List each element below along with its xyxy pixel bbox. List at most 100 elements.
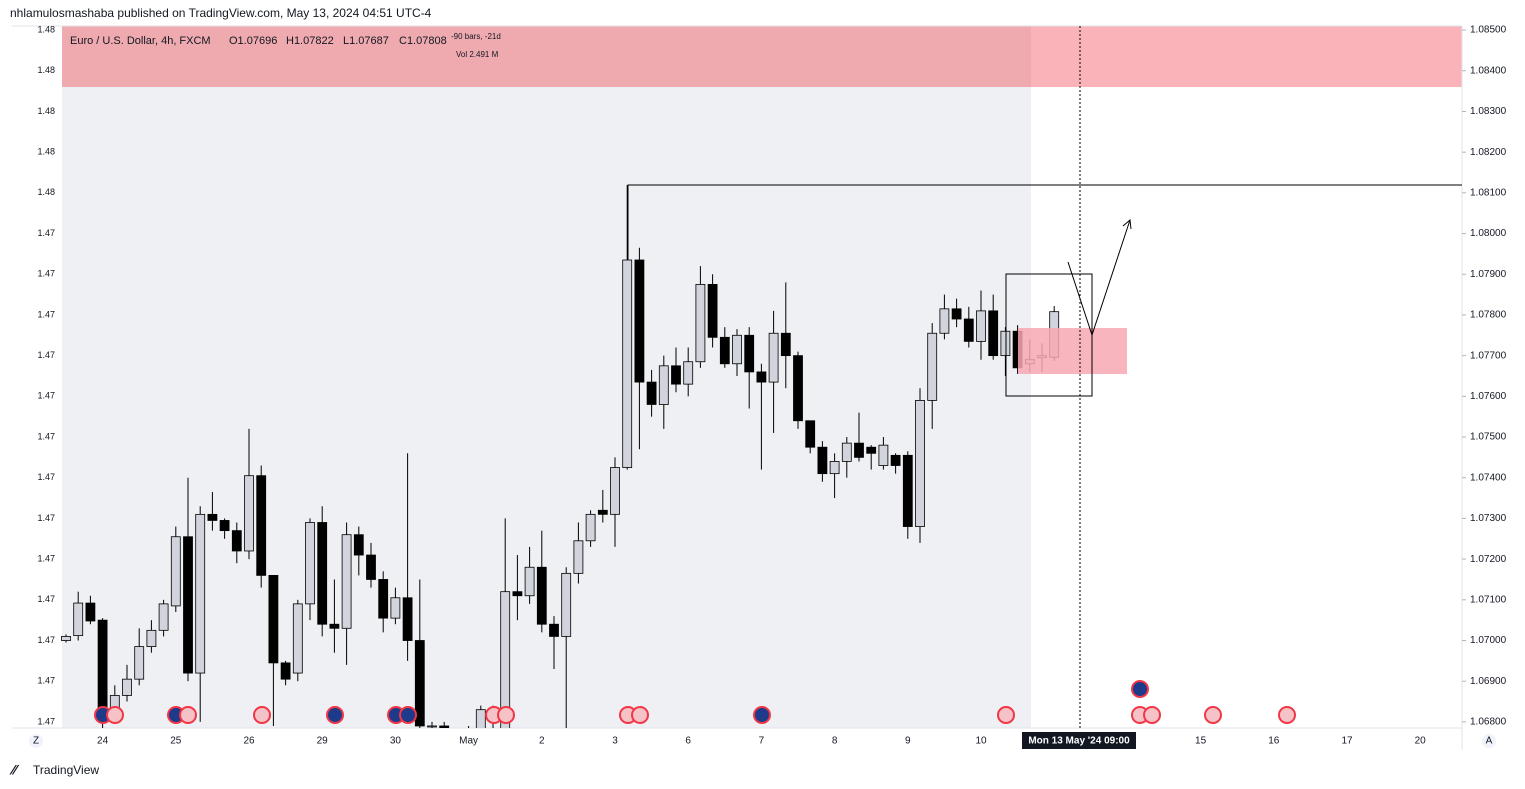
candle-body (427, 725, 437, 728)
candle-body (85, 602, 96, 622)
eu-event[interactable] (399, 706, 417, 724)
volume-text: Vol 2.491 M (456, 50, 499, 59)
auto-button[interactable] (1482, 734, 1496, 748)
y-tick-label: 1.07600 (1470, 391, 1507, 402)
us-event[interactable] (1143, 706, 1161, 724)
candle-body (231, 530, 242, 552)
left-axis-label: 1.47 (37, 676, 55, 686)
bars-note: -90 bars, -21d (451, 32, 501, 41)
candle-body (158, 603, 169, 631)
us-event[interactable] (179, 706, 197, 724)
brand: TradingView (33, 763, 99, 777)
candle-body (585, 513, 596, 542)
candle-body (963, 318, 974, 342)
left-axis-label: 1.48 (37, 106, 55, 116)
candle-body (561, 572, 572, 637)
x-tick-label: 17 (1341, 736, 1353, 747)
zoom-button[interactable] (29, 734, 43, 748)
x-tick-label: 6 (685, 736, 691, 747)
left-axis-label: 1.48 (37, 24, 55, 34)
us-event[interactable] (1278, 706, 1296, 724)
us-event[interactable] (106, 706, 124, 724)
y-tick-label: 1.07900 (1470, 269, 1507, 280)
x-tick-label: 10 (975, 736, 987, 747)
auto-label[interactable]: A (1486, 736, 1493, 747)
candle-body (707, 284, 718, 338)
candle-body (549, 623, 559, 637)
y-tick-label: 1.08000 (1470, 228, 1507, 239)
candle-body (97, 619, 108, 711)
candle-body (183, 536, 193, 674)
candle-body (658, 365, 669, 405)
candle-body (622, 259, 633, 468)
left-axis-label: 1.47 (37, 228, 55, 238)
left-axis-label: 1.47 (37, 391, 55, 401)
x-tick-label: 15 (1195, 736, 1207, 747)
open-text: O1.07696 (229, 35, 277, 47)
left-axis-label: 1.47 (37, 513, 55, 523)
candle-body (902, 454, 913, 527)
left-axis-label: 1.47 (37, 716, 55, 726)
candle-body (597, 509, 608, 515)
candle-body (280, 662, 291, 680)
y-tick-label: 1.08400 (1470, 65, 1507, 76)
candle-body (256, 475, 267, 576)
us-event[interactable] (631, 706, 649, 724)
x-tick-label: 30 (390, 736, 402, 747)
candle-body (671, 365, 681, 385)
candle-body (805, 420, 816, 448)
crosshair-label: Mon 13 May '24 09:00 (1028, 736, 1130, 747)
y-tick-label: 1.07800 (1470, 310, 1507, 321)
candle-body (366, 554, 376, 580)
eu-event[interactable] (1131, 680, 1149, 698)
candle-body (951, 308, 962, 320)
x-tick-label: 16 (1268, 736, 1280, 747)
candle-body (719, 336, 730, 365)
candle-body (73, 602, 84, 637)
candle-body (634, 259, 645, 383)
candle-body (927, 332, 938, 401)
eu-event[interactable] (753, 706, 771, 724)
candle-body (524, 566, 535, 597)
us-event[interactable] (253, 706, 271, 724)
projection-path (1067, 219, 1131, 337)
eu-event[interactable] (326, 706, 344, 724)
us-event[interactable] (497, 706, 515, 724)
left-axis-label: 1.47 (37, 350, 55, 360)
candle-body (122, 678, 132, 696)
y-tick-label: 1.07200 (1470, 554, 1507, 565)
left-axis-label: 1.47 (37, 472, 55, 482)
candle-body (500, 591, 511, 728)
x-tick-label: May (459, 736, 478, 747)
candle-body (244, 475, 254, 552)
y-tick-label: 1.06900 (1470, 676, 1507, 687)
left-axis-label: 1.48 (37, 147, 55, 157)
candle-body (170, 536, 181, 607)
candle-body (988, 310, 999, 357)
candle-body (732, 334, 742, 365)
high-text: H1.07822 (286, 35, 334, 47)
us-event[interactable] (1204, 706, 1222, 724)
zoom-label[interactable]: Z (33, 736, 39, 747)
left-axis-label: 1.47 (37, 431, 55, 441)
x-tick-label: 8 (832, 736, 838, 747)
candle-body (61, 636, 71, 641)
us-event[interactable] (997, 706, 1015, 724)
low-text: L1.07687 (343, 35, 389, 47)
left-axis-label: 1.47 (37, 635, 55, 645)
y-tick-label: 1.07100 (1470, 594, 1507, 605)
demand-zone (1018, 328, 1127, 374)
left-axis-label: 1.47 (37, 309, 55, 319)
candle-body (1000, 330, 1011, 357)
candle-body (793, 355, 803, 422)
left-axis-label: 1.48 (37, 65, 55, 75)
candle-body (292, 603, 303, 674)
publisher: nhlamulosmashaba published on TradingVie… (10, 6, 432, 20)
projection-arrowhead (1122, 219, 1132, 230)
left-axis-label: 1.47 (37, 594, 55, 604)
candle-body (976, 310, 986, 342)
candle-body (573, 540, 584, 574)
candle-body (329, 623, 340, 629)
candle-body (646, 381, 657, 405)
